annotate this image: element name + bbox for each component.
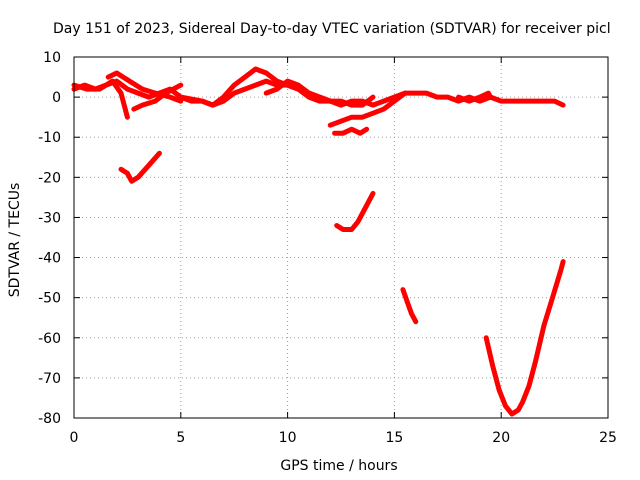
y-tick-label: -80 — [38, 411, 61, 427]
series-line-track-near-zero-d — [131, 82, 184, 112]
series-line-track-near-zero-g — [327, 90, 408, 128]
series-group — [71, 66, 566, 417]
y-tick-label: 0 — [52, 90, 61, 106]
series-line-track-near-zero-c — [105, 70, 184, 104]
chart-title: Day 151 of 2023, Sidereal Day-to-day VTE… — [53, 21, 611, 37]
x-tick-label: 15 — [385, 430, 403, 446]
x-tick-label: 5 — [176, 430, 185, 446]
x-tick-label: 10 — [279, 430, 297, 446]
y-tick-label: -50 — [38, 291, 61, 307]
x-tick-label: 0 — [70, 430, 79, 446]
y-tick-label: -70 — [38, 371, 61, 387]
series-line-track-near-zero-f — [263, 78, 376, 108]
series-line-track-near-zero-i — [456, 90, 493, 104]
series-line-track-a — [118, 150, 162, 184]
ticks: 0 5 10 15 20 25 -80 -70 -60 -50 -40 -30 -20 -10 0 10 — [38, 50, 617, 446]
y-tick-label: 10 — [43, 50, 61, 66]
y-tick-label: -20 — [38, 170, 61, 186]
series-line-track-d — [483, 259, 566, 417]
y-tick-label: -10 — [38, 130, 61, 146]
series-line-track-near-zero-h — [332, 126, 370, 136]
series-line-track-b — [334, 190, 376, 232]
x-axis-label: GPS time / hours — [280, 458, 397, 474]
plot-frame — [73, 56, 609, 419]
y-axis-label: SDTVAR / TECUs — [7, 183, 23, 298]
series-line-track-near-zero-b — [71, 78, 130, 120]
y-tick-label: -40 — [38, 251, 61, 267]
x-tick-label: 25 — [599, 430, 617, 446]
y-tick-label: -30 — [38, 210, 61, 226]
series-line-track-c — [400, 287, 419, 325]
x-tick-label: 20 — [492, 430, 510, 446]
y-tick-label: -60 — [38, 331, 61, 347]
